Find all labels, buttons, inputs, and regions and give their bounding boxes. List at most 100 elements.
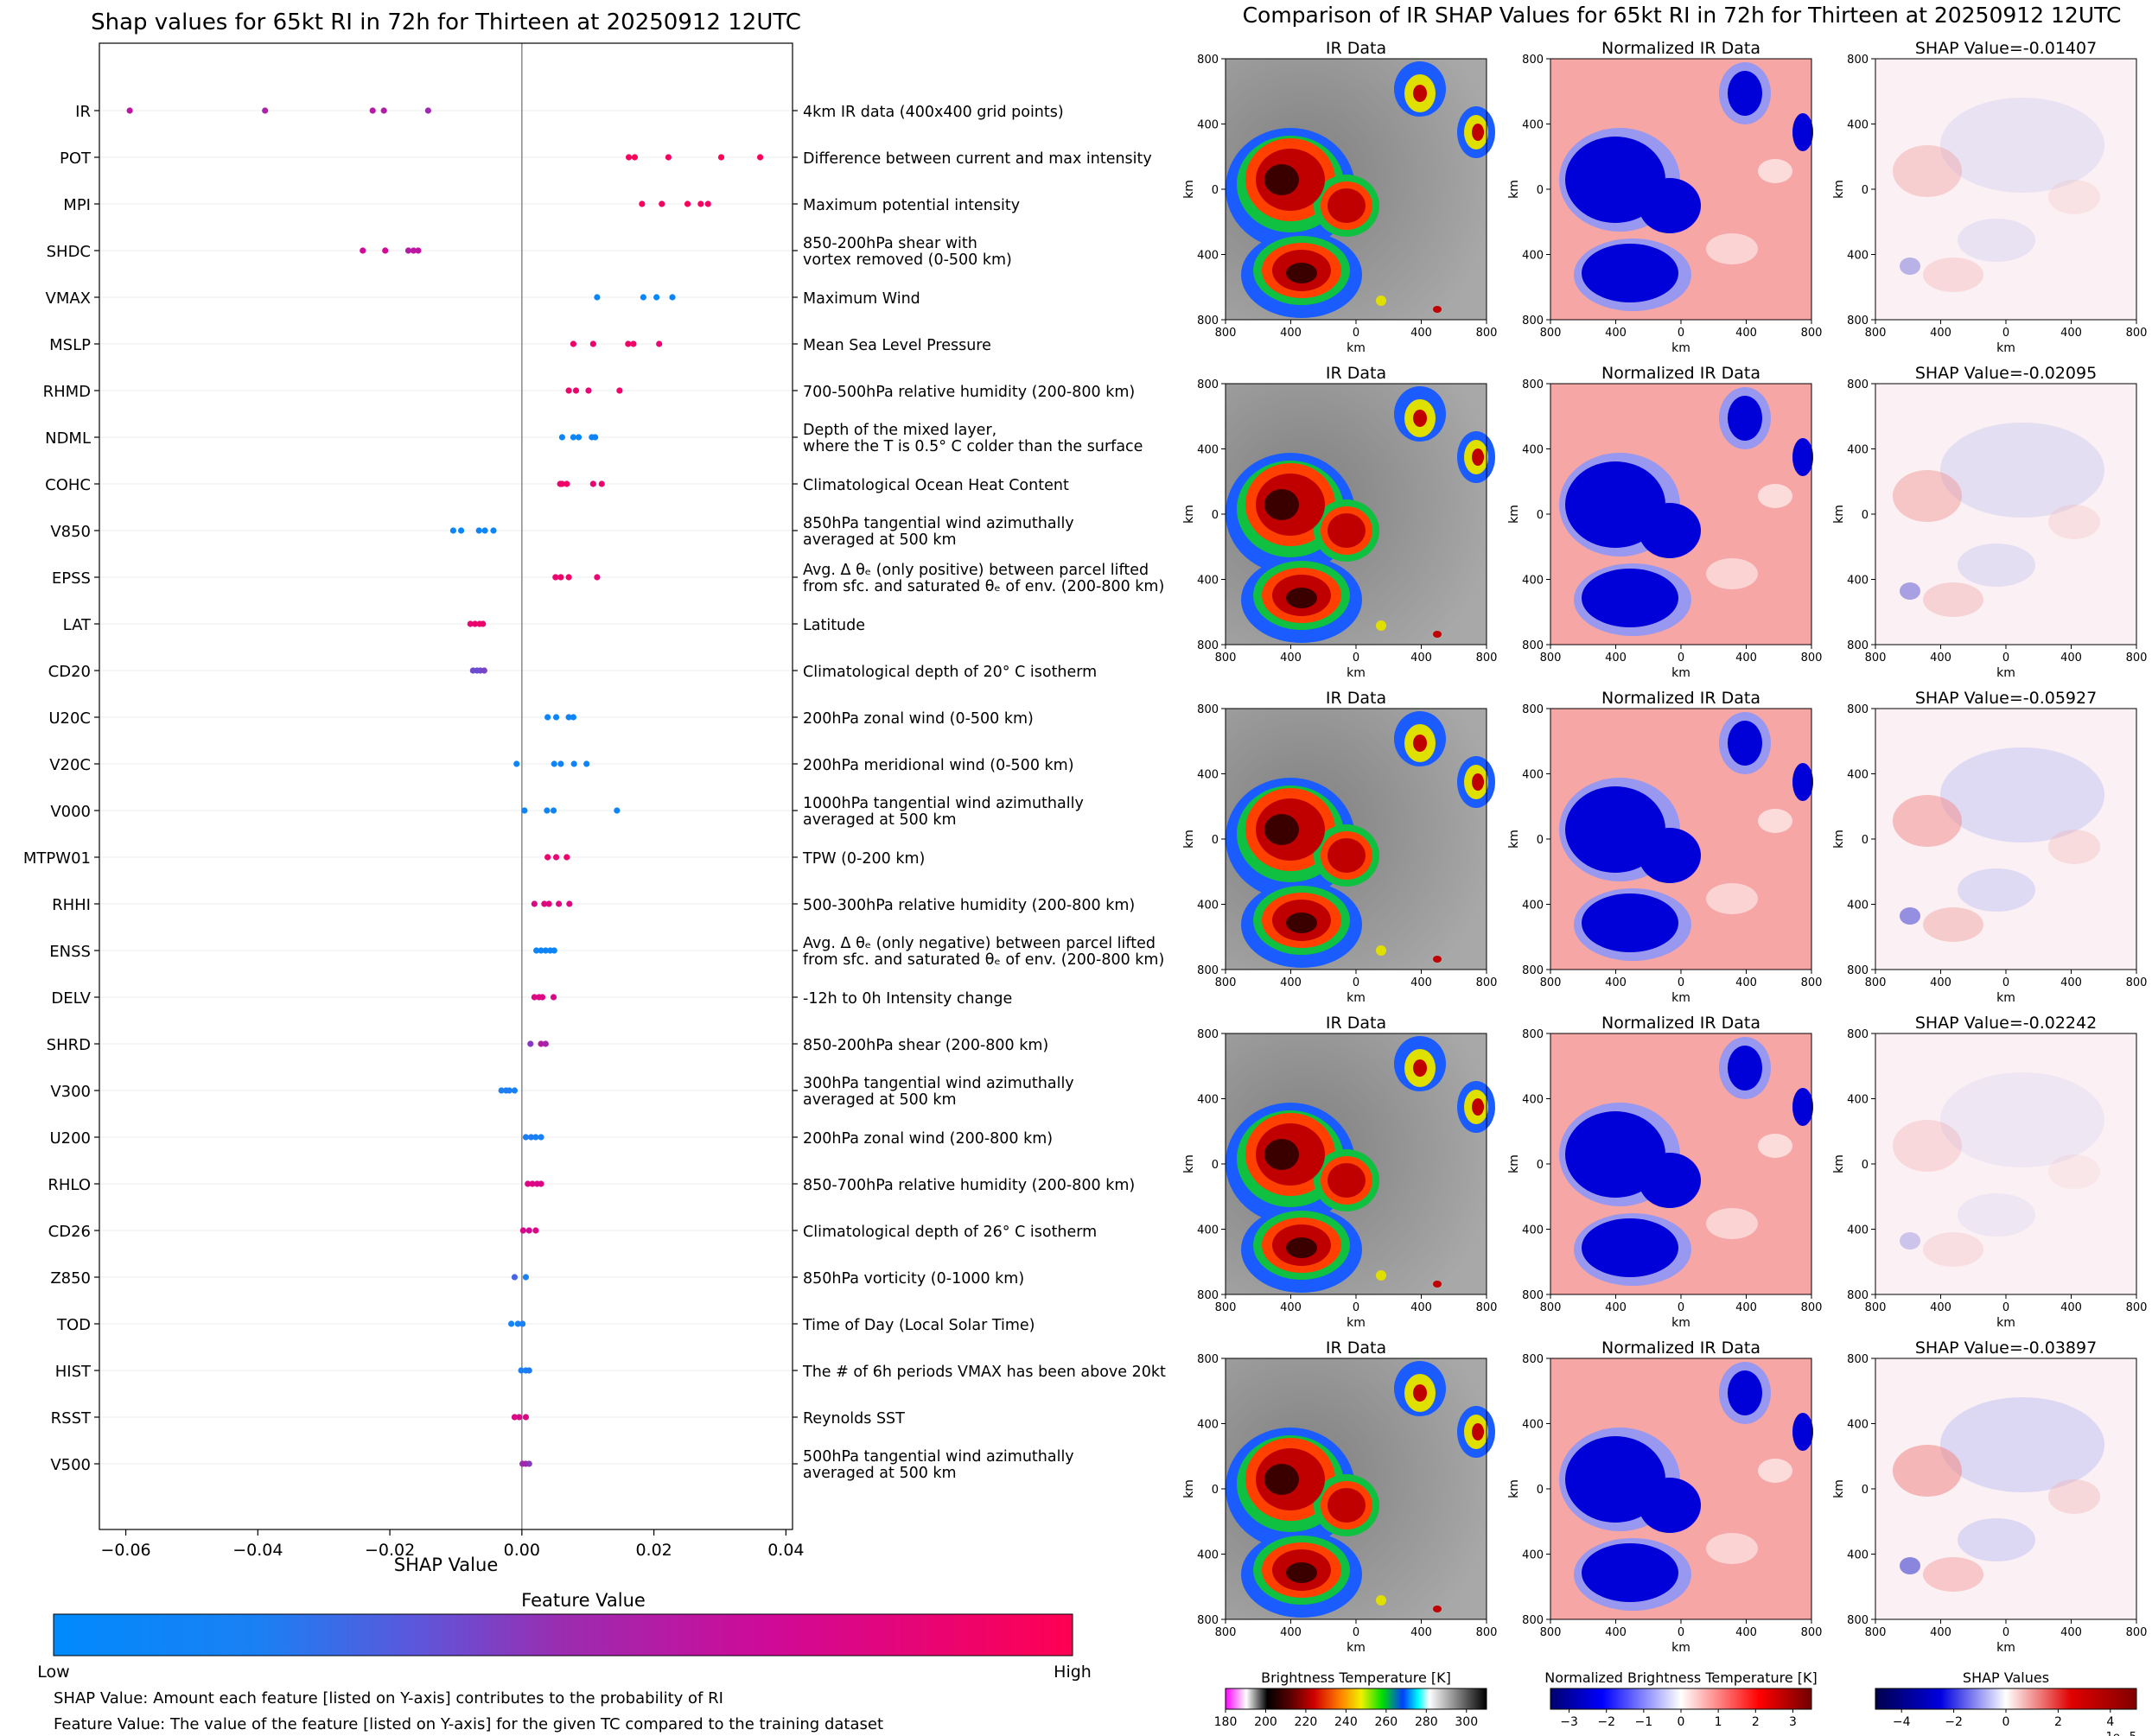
panel-y-tick-label: 400	[1847, 1224, 1869, 1237]
panel-y-tick-label: 0	[1537, 1159, 1544, 1172]
ir-cloud-spot	[1433, 306, 1442, 313]
shap-point	[542, 1040, 549, 1047]
norm-neutral	[1706, 233, 1758, 264]
feature-description: TPW (0-200 km)	[802, 850, 925, 868]
panel-x-tick-label: 0	[1678, 652, 1684, 665]
shap-point	[518, 1367, 525, 1374]
ir-cloud-spot	[1433, 631, 1442, 638]
shap-point	[659, 200, 665, 207]
feature-description: Avg. Δ θₑ (only positive) between parcel…	[803, 562, 1149, 579]
panel-title: Normalized IR Data	[1601, 689, 1760, 708]
feature-description: Maximum potential intensity	[803, 197, 1020, 214]
shap-point	[669, 294, 676, 301]
feature-description: Depth of the mixed layer,	[803, 422, 996, 439]
feature-name: DELV	[51, 989, 91, 1008]
panel-y-tick-label: 0	[1537, 1484, 1544, 1497]
panel-x-tick-label: 400	[2060, 1301, 2082, 1314]
shap-point	[415, 247, 422, 254]
shap-point	[424, 107, 431, 114]
panel-y-axis-label: km	[1507, 505, 1521, 524]
norm-cold-area	[1639, 503, 1701, 558]
feature-name: SHRD	[47, 1036, 91, 1054]
colorbar-tick-label: 180	[1214, 1715, 1238, 1729]
colorbar	[1225, 1688, 1487, 1710]
panel-x-tick-label: 800	[1215, 1626, 1237, 1639]
ir-cloud-core	[1472, 124, 1484, 141]
panel-x-axis-label: km	[1347, 341, 1366, 355]
feature-name: RHLO	[48, 1176, 91, 1194]
shap-point	[544, 854, 551, 861]
feature-name: NDML	[45, 429, 91, 448]
shap-positive	[1893, 1120, 1962, 1172]
panel-y-axis-label: km	[1832, 830, 1846, 849]
shap-point	[557, 574, 564, 581]
ir-cloud-top	[1264, 1464, 1299, 1495]
panel-title: SHAP Value=-0.01407	[1915, 39, 2097, 58]
shap-positive	[1893, 145, 1962, 197]
feature-name: MTPW01	[23, 849, 91, 868]
feature-name: HIST	[55, 1363, 92, 1381]
panel-x-tick-label: 400	[1410, 652, 1432, 665]
shap-negative	[1940, 1072, 2104, 1167]
panel-x-tick-label: 800	[1476, 652, 1498, 665]
norm-cold-area	[1582, 1218, 1678, 1277]
ir-grid-title: Comparison of IR SHAP Values for 65kt RI…	[1243, 3, 2122, 28]
shap-point	[631, 154, 639, 161]
shap-point	[511, 1414, 519, 1421]
shap-point	[262, 107, 269, 114]
shap-point	[544, 807, 551, 814]
colorbar-tick-label: −4	[1893, 1715, 1911, 1729]
norm-cold-area	[1582, 893, 1678, 952]
shap-point	[521, 807, 528, 814]
plot-frame	[99, 42, 793, 1530]
feature-description: 200hPa zonal wind (200-800 km)	[803, 1130, 1053, 1148]
panel-y-tick-label: 400	[1197, 250, 1219, 263]
panel-y-tick-label: 800	[1197, 703, 1219, 716]
shap-negative	[1958, 868, 2035, 912]
shap-point	[552, 574, 559, 581]
panel-x-tick-label: 400	[2060, 976, 2082, 989]
panel-x-tick-label: 0	[1678, 1626, 1684, 1639]
feature-name: U200	[49, 1129, 91, 1148]
panel-x-tick-label: 800	[1801, 652, 1823, 665]
panel-x-tick-label: 400	[1930, 1301, 1951, 1314]
colorbar-tick-label: 2	[1752, 1715, 1760, 1729]
feature-name: POT	[60, 149, 92, 168]
ir-cloud-top	[1286, 263, 1317, 283]
panel-x-axis-label: km	[1671, 666, 1690, 680]
panel-x-tick-label: 400	[1410, 327, 1432, 340]
shap-positive	[1923, 1557, 1983, 1592]
x-tick-label: −0.06	[100, 1541, 150, 1560]
panel-y-tick-label: 800	[1847, 315, 1869, 327]
colorbar-tick-label: 4	[2106, 1715, 2114, 1729]
feature-name: MSLP	[49, 336, 91, 354]
panel-x-axis-label: km	[1347, 991, 1366, 1005]
panel-y-tick-label: 800	[1522, 1028, 1544, 1041]
panel-title: IR Data	[1326, 1339, 1386, 1358]
panel-x-tick-label: 400	[1280, 976, 1302, 989]
shap-point	[525, 1460, 532, 1467]
panel-x-tick-label: 0	[2002, 327, 2009, 340]
feature-description: 300hPa tangential wind azimuthally	[803, 1075, 1074, 1092]
panel-y-tick-label: 400	[1522, 769, 1544, 782]
shap-point	[541, 900, 548, 907]
ir-cloud-top	[1286, 1562, 1317, 1583]
shap-point	[532, 1134, 539, 1141]
panel-x-tick-label: 0	[2002, 1626, 2009, 1639]
feature-value-note: Feature Value: The value of the feature …	[54, 1715, 884, 1733]
norm-cold-area	[1792, 1088, 1813, 1126]
shap-xlabel: SHAP Value	[394, 1555, 499, 1575]
shap-point	[529, 1180, 536, 1187]
shap-positive	[1893, 795, 1962, 847]
feature-name: MPI	[63, 196, 91, 214]
panel-y-tick-label: 400	[1197, 1419, 1219, 1432]
panel-y-tick-label: 800	[1847, 54, 1869, 67]
shap-point	[369, 107, 376, 114]
colorbar-label: Normalized Brightness Temperature [K]	[1544, 1669, 1818, 1686]
shap-point	[519, 1227, 526, 1234]
shap-point	[640, 294, 646, 301]
panel-x-tick-label: 800	[2126, 976, 2148, 989]
feature-name: V20C	[49, 756, 91, 774]
feature-description-line2: averaged at 500 km	[803, 1091, 957, 1109]
